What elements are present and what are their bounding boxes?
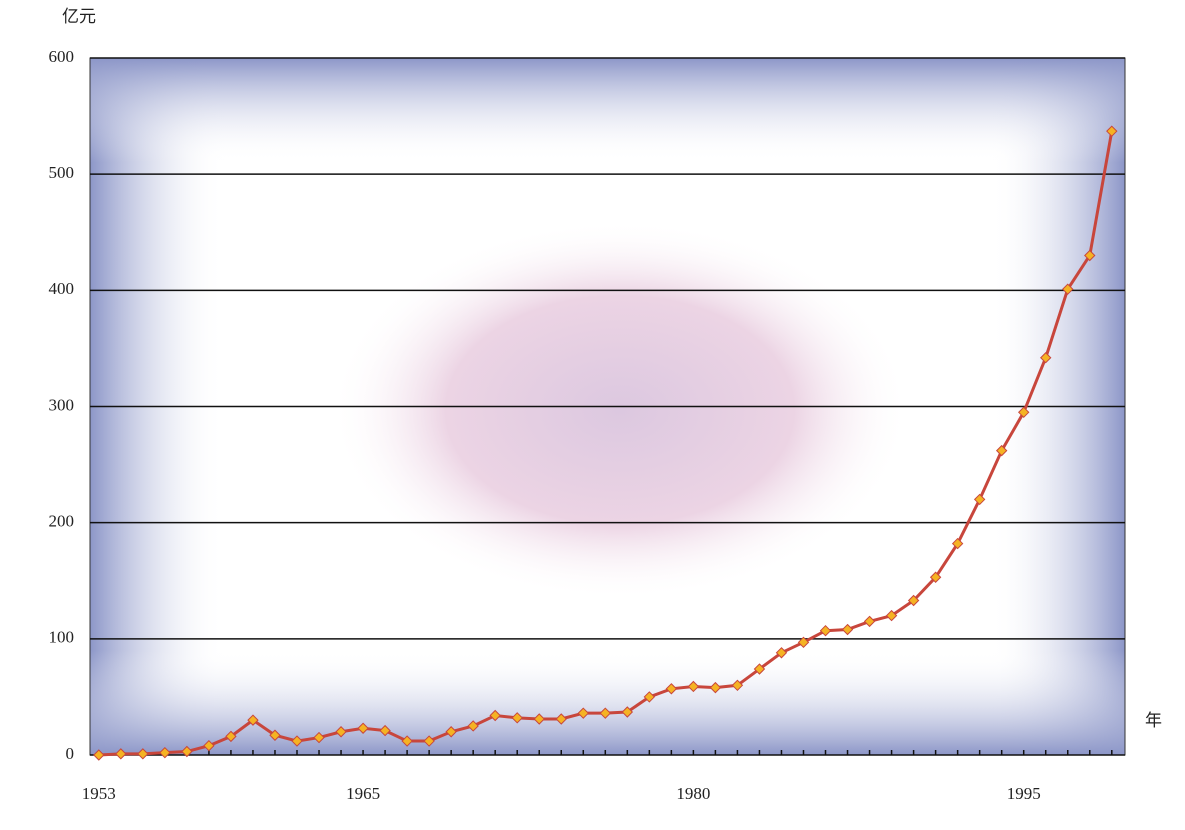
data-point xyxy=(599,707,612,719)
data-point xyxy=(841,623,854,636)
data-point xyxy=(577,707,589,719)
data-point xyxy=(907,594,920,607)
data-point xyxy=(555,713,567,725)
data-point xyxy=(269,729,281,741)
data-point xyxy=(1017,406,1030,419)
data-point xyxy=(511,712,523,724)
y-tick-label: 400 xyxy=(49,279,75,298)
data-point xyxy=(335,726,347,738)
data-point xyxy=(1084,249,1096,262)
data-point xyxy=(709,681,722,694)
data-point xyxy=(1106,125,1118,137)
data-point xyxy=(225,730,237,743)
data-point xyxy=(247,714,259,726)
data-point xyxy=(973,493,986,506)
data-point xyxy=(1040,352,1052,364)
data-point xyxy=(159,746,171,759)
data-point xyxy=(93,749,105,761)
x-axis-label: 年 xyxy=(1145,711,1162,730)
data-point xyxy=(203,739,215,752)
x-tick-label: 1965 xyxy=(346,784,380,803)
data-point xyxy=(863,615,876,628)
data-point xyxy=(423,735,435,747)
data-point xyxy=(379,724,391,737)
data-point xyxy=(797,636,810,649)
data-point xyxy=(775,647,788,659)
data-point xyxy=(885,609,898,622)
data-point xyxy=(357,722,369,734)
data-point xyxy=(445,726,457,738)
y-tick-label: 600 xyxy=(49,47,75,66)
y-tick-label: 100 xyxy=(49,628,75,647)
y-tick-label: 200 xyxy=(49,512,75,531)
data-point xyxy=(753,663,766,675)
data-point xyxy=(467,720,479,732)
data-point xyxy=(291,735,303,747)
data-point xyxy=(115,748,127,760)
data-point xyxy=(951,537,964,550)
data-point xyxy=(533,713,545,725)
y-tick-label: 500 xyxy=(49,163,75,182)
data-point xyxy=(995,444,1008,457)
y-tick-label: 0 xyxy=(66,744,75,763)
data-point xyxy=(819,624,832,637)
data-point xyxy=(929,571,942,583)
data-point xyxy=(621,706,634,718)
data-point xyxy=(1062,283,1074,295)
data-point xyxy=(137,748,149,760)
data-point xyxy=(665,683,678,695)
data-point xyxy=(643,691,656,703)
x-tick-label: 1953 xyxy=(82,784,116,803)
data-point xyxy=(401,735,413,747)
data-point xyxy=(489,709,501,722)
x-tick-label: 1980 xyxy=(676,784,710,803)
data-point xyxy=(181,745,193,758)
data-point xyxy=(687,680,700,693)
y-axis-label: 亿元 xyxy=(62,7,96,26)
data-point xyxy=(313,731,325,744)
x-tick-label: 1995 xyxy=(1007,784,1041,803)
y-tick-label: 300 xyxy=(49,395,75,414)
data-point xyxy=(731,679,744,692)
